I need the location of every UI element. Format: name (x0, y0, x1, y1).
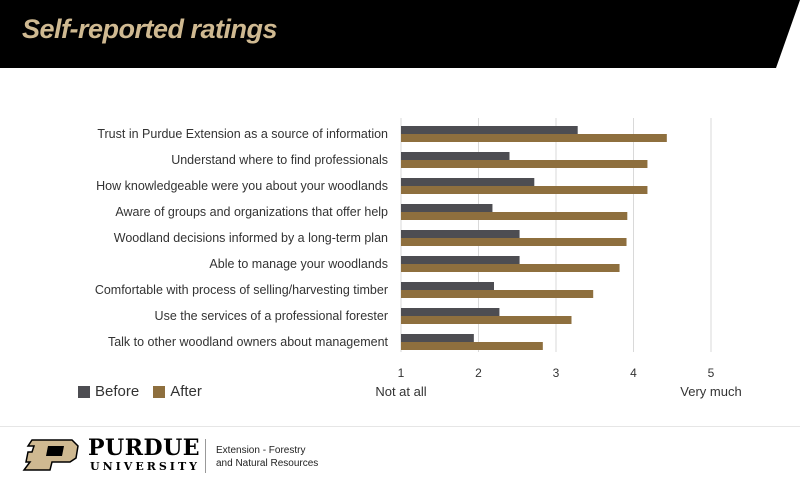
wordmark-purdue: PURDUE (88, 435, 201, 461)
legend-swatch-before (78, 385, 90, 398)
bar-before (401, 178, 535, 186)
wordmark-university: UNIVERSITY (90, 460, 200, 473)
x-tick-label: 2 (475, 366, 482, 380)
x-end-label-high: Very much (680, 384, 741, 399)
bar-chart: Trust in Purdue Extension as a source of… (95, 118, 742, 399)
category-label: Trust in Purdue Extension as a source of… (97, 127, 388, 141)
department-line-2: and Natural Resources (216, 458, 319, 469)
bar-after (401, 238, 627, 246)
bar-after (401, 212, 628, 220)
purdue-wordmark: PURDUE UNIVERSITY (88, 436, 200, 474)
category-label: Use the services of a professional fores… (155, 309, 388, 323)
bar-before (401, 308, 500, 316)
department-name: Extension - Forestry and Natural Resourc… (216, 444, 318, 470)
footer-divider (0, 426, 800, 427)
bar-before (401, 334, 474, 342)
legend-item-before: Before (78, 383, 139, 400)
x-tick-label: 1 (398, 366, 405, 380)
legend-label-before: Before (95, 383, 140, 400)
category-label: Able to manage your woodlands (209, 257, 388, 271)
x-end-label-low: Not at all (375, 384, 426, 399)
bar-after (401, 134, 667, 142)
department-line-1: Extension - Forestry (216, 445, 306, 456)
category-label: How knowledgeable were you about your wo… (96, 179, 388, 193)
category-label: Woodland decisions informed by a long-te… (114, 231, 388, 245)
bar-after (401, 290, 594, 298)
chart-legend: Before After (78, 383, 202, 400)
title-banner: Self-reported ratings (0, 0, 800, 68)
bar-before (401, 230, 520, 238)
legend-swatch-after (153, 385, 166, 398)
bar-before (401, 152, 510, 160)
bar-after (401, 342, 543, 350)
category-label: Talk to other woodland owners about mana… (108, 335, 389, 349)
bar-before (401, 126, 578, 134)
bar-after (401, 186, 648, 194)
bar-before (401, 204, 493, 212)
bar-after (401, 316, 572, 324)
category-label: Aware of groups and organizations that o… (115, 205, 388, 219)
banner-shape (0, 0, 800, 68)
logo-divider (205, 439, 206, 473)
bar-after (401, 264, 620, 272)
bar-before (401, 256, 520, 264)
x-tick-label: 5 (708, 366, 715, 380)
slide-title: Self-reported ratings (22, 14, 278, 44)
purdue-p-logo (22, 439, 79, 471)
x-tick-label: 3 (553, 366, 560, 380)
bar-after (401, 160, 648, 168)
category-label: Comfortable with process of selling/harv… (95, 283, 388, 297)
legend-item-after: After (153, 383, 202, 400)
x-tick-label: 4 (630, 366, 637, 380)
category-label: Understand where to find professionals (171, 153, 388, 167)
legend-label-after: After (170, 383, 202, 400)
bar-before (401, 282, 494, 290)
